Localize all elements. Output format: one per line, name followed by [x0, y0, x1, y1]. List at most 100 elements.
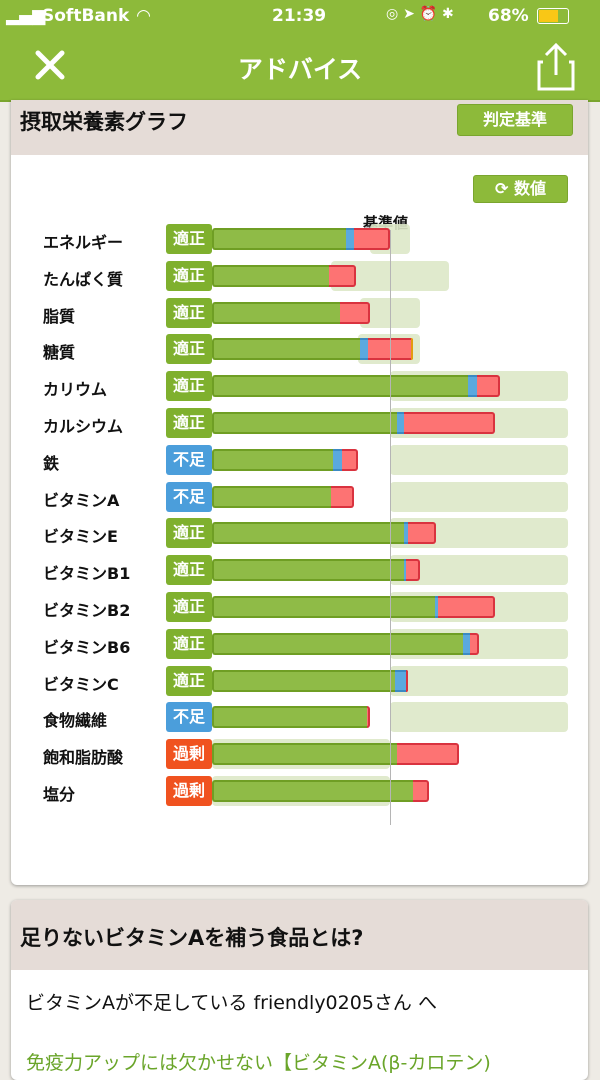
nutrient-label: カリウム [43, 380, 108, 400]
alcohol-segment [345, 228, 355, 250]
snacks-segment [413, 780, 430, 802]
nutrient-label: ビタミンA [43, 490, 120, 510]
alcohol-segment [434, 596, 439, 618]
status-icons: ◎ ➤ ⏰ ✱ [386, 6, 454, 22]
supplement-segment [411, 338, 414, 361]
battery-icon [537, 8, 569, 24]
alcohol-segment [404, 559, 406, 582]
nutrient-label: 塩分 [43, 785, 76, 804]
normal-food-segment [212, 301, 341, 324]
status-badge: 適正 [166, 628, 219, 659]
snacks-segment [470, 632, 479, 655]
snacks-segment [397, 743, 460, 766]
nutrient-label: ビタミンB1 [43, 564, 131, 584]
nutrient-label: ビタミンB6 [43, 637, 131, 657]
status-badge: 適正 [166, 260, 219, 291]
share-icon [537, 42, 575, 91]
nutrient-label: 糖質 [43, 343, 76, 363]
status-badge: 適正 [166, 224, 219, 254]
alcohol-segment [468, 375, 478, 398]
page-title: アドバイス [237, 55, 363, 84]
status-badge: 適正 [166, 408, 219, 438]
status-badge: 適正 [166, 592, 219, 622]
status-badge: 適正 [166, 334, 219, 365]
snacks-segment [407, 522, 437, 545]
adequate-zone [390, 665, 568, 696]
normal-food-segment [212, 375, 469, 398]
normal-food-segment [212, 632, 463, 655]
reference-line [390, 230, 391, 825]
normal-food-segment [212, 780, 414, 802]
nav-bar: アドバイス [0, 32, 600, 102]
status-bar: ▂▄▆ SoftBank ◠ 21:39 ◎ ➤ ⏰ ✱ 68% [0, 0, 600, 32]
status-badge: 過剰 [166, 739, 219, 770]
normal-food-segment [212, 338, 360, 361]
normal-food-segment [212, 264, 330, 287]
nutrient-label: 飽和脂肪酸 [43, 748, 124, 768]
status-badge: 適正 [166, 371, 219, 402]
snacks-segment [366, 706, 371, 729]
snacks-segment [406, 669, 409, 692]
normal-food-segment [212, 743, 398, 766]
alcohol-segment [397, 412, 405, 434]
card-header: 摂取栄養素グラフ 判定基準 [11, 100, 588, 155]
alcohol-segment [462, 632, 471, 655]
status-badge: 不足 [166, 481, 219, 512]
carrier: SoftBank [42, 6, 130, 26]
chart: エネルギー 適正 たんぱく質 適正 脂質 適正 糖質 適正 カリウム 適正 カルシウム 適正鉄不足 ビタ… [11, 100, 588, 885]
advice-message: ビタミンAが不足している friendly0205さん へ [26, 992, 437, 1014]
clock: 21:39 [272, 6, 327, 26]
refresh-icon: ⟳ [495, 179, 509, 198]
status-badge: 不足 [166, 444, 219, 475]
nutrient-label: たんぱく質 [43, 269, 124, 289]
normal-food-segment [212, 412, 398, 434]
nutrient-label: ビタミンC [43, 674, 119, 694]
alcohol-segment [359, 338, 368, 361]
nutrient-label: ビタミンB2 [43, 601, 131, 620]
advice-header: 足りないビタミンAを補う食品とは? [11, 900, 588, 970]
status-badge: 過剰 [166, 776, 219, 806]
status-badge: 不足 [166, 702, 219, 733]
advice-link[interactable]: 免疫力アップには欠かせない【ビタミンA(β-カロテン) [26, 1052, 491, 1074]
normal-food-segment [212, 669, 396, 692]
snacks-segment [340, 301, 371, 324]
alcohol-segment [395, 669, 406, 692]
normal-food-segment [212, 706, 367, 729]
snacks-segment [341, 448, 358, 471]
advice-card: 足りないビタミンAを補う食品とは? ビタミンAが不足している friendly0… [11, 900, 588, 1080]
nutrient-label: カルシウム [43, 417, 124, 436]
nutrient-label: 脂質 [43, 306, 76, 326]
values-toggle-button[interactable]: ⟳ 数値 [473, 175, 568, 203]
card-title: 摂取栄養素グラフ [20, 110, 188, 134]
snacks-segment [367, 338, 412, 361]
adequate-zone [390, 481, 568, 512]
normal-food-segment [212, 596, 435, 618]
snacks-segment [354, 228, 390, 250]
battery-percent: 68% [488, 6, 529, 26]
normal-food-segment [212, 485, 332, 508]
nutrient-label: ビタミンE [43, 527, 118, 547]
status-badge: 適正 [166, 297, 219, 328]
normal-food-segment [212, 522, 405, 545]
normal-food-segment [212, 448, 334, 471]
status-badge: 適正 [166, 555, 219, 586]
close-icon [35, 50, 65, 80]
close-button[interactable] [33, 48, 67, 82]
normal-food-segment [212, 228, 346, 250]
status-badge: 適正 [166, 518, 219, 549]
snacks-segment [438, 596, 495, 618]
snacks-segment [406, 559, 421, 582]
adequate-zone [390, 444, 568, 475]
values-button-label: 数値 [513, 179, 546, 198]
status-badge: 適正 [166, 665, 219, 696]
signal-icon: ▂▄▆ [6, 6, 46, 26]
share-button[interactable] [535, 42, 577, 92]
snacks-segment [477, 375, 501, 398]
nutrient-label: 鉄 [43, 453, 60, 473]
criteria-button[interactable]: 判定基準 [457, 104, 573, 136]
advice-title: 足りないビタミンAを補う食品とは? [20, 926, 364, 950]
normal-food-segment [212, 559, 405, 582]
snacks-segment [404, 412, 495, 434]
snacks-segment [329, 264, 357, 287]
nutrient-label: 食物繊維 [43, 711, 108, 731]
